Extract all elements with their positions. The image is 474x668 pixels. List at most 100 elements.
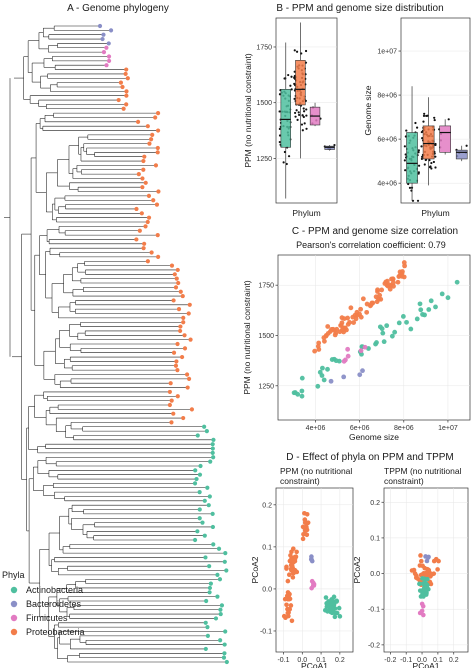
b2-point — [414, 121, 417, 125]
b1-point — [293, 111, 297, 115]
b1-point — [293, 75, 296, 79]
tree-tip — [192, 537, 198, 543]
tree-tip — [174, 359, 179, 364]
tree-tip — [137, 228, 142, 233]
d2-point-proteobacteria — [435, 567, 440, 572]
c-point-firmicutes — [362, 344, 368, 350]
legend-label-actinobacteria: Actinobacteria — [26, 585, 83, 595]
legend-swatch-proteobacteria — [10, 628, 18, 636]
tree-tip — [181, 415, 186, 421]
d2-y-label: PCoA2 — [352, 556, 362, 583]
d1-point-proteobacteria — [289, 618, 295, 624]
d2-point-actinobacteria — [420, 591, 425, 596]
c-point-actinobacteria — [320, 365, 325, 371]
d2-x-label: PCoA1 — [413, 661, 440, 668]
b1-point — [296, 118, 299, 121]
d1-y-tick-label: -0.1 — [260, 628, 272, 635]
d2-point-firmicutes — [420, 604, 426, 609]
b1-point — [302, 107, 305, 110]
d2-y-tick-label: 0.1 — [370, 535, 380, 542]
tree-tip — [210, 446, 215, 451]
c-point-actinobacteria — [377, 324, 383, 330]
tree-tip — [141, 158, 146, 164]
phylogeny-tips — [97, 23, 229, 665]
tree-tip — [218, 638, 223, 643]
b2-point — [434, 166, 437, 169]
tree-tip — [203, 555, 208, 560]
b2-box-proteobacteria — [422, 125, 435, 160]
d1-point-firmicutes — [310, 580, 316, 586]
tree-tip — [186, 311, 191, 316]
ppm-boxplot: 1250 1500 1750 Phylum PPM (no nutritional co… — [243, 17, 338, 218]
d1-y-tick-label: 0.1 — [262, 544, 272, 551]
tree-tip — [171, 298, 176, 303]
d1-point-proteobacteria — [301, 531, 306, 537]
c-point-actinobacteria — [374, 340, 379, 345]
tree-tip — [173, 285, 179, 290]
b1-point — [302, 115, 305, 119]
d1-point-proteobacteria — [284, 602, 289, 608]
c-point-proteobacteria — [341, 316, 347, 321]
c-point-firmicutes — [345, 353, 351, 359]
tree-tip — [172, 272, 177, 277]
tree-tip — [108, 28, 114, 33]
legend-title: Phyla — [2, 570, 25, 580]
c-point-actinobacteria — [299, 393, 305, 399]
c-point-proteobacteria — [322, 338, 327, 344]
b2-point — [430, 161, 433, 165]
d2-point-firmicutes — [421, 612, 426, 618]
c-point-proteobacteria — [357, 311, 362, 317]
b2-point — [433, 118, 436, 122]
tree-tip — [140, 176, 145, 181]
tree-tip — [125, 76, 130, 81]
b1-point — [295, 50, 299, 53]
tree-tip — [151, 198, 156, 203]
tree-tip — [207, 494, 212, 499]
b2-point — [434, 155, 437, 158]
panel-d-title: D - Effect of phyla on PPM and TPPM — [286, 452, 454, 463]
d1-point-proteobacteria — [282, 596, 288, 602]
tree-tip — [207, 585, 213, 591]
d1-x-tick-label: -0.1 — [277, 657, 289, 664]
b2-y-tick-label: 6e+06 — [377, 137, 397, 144]
d1-point-proteobacteria — [285, 578, 291, 584]
b2-point — [420, 157, 424, 161]
tree-tip — [202, 424, 207, 429]
b1-x-label: Phylum — [292, 208, 320, 218]
tree-tip — [146, 215, 152, 220]
b1-point — [289, 84, 292, 87]
b1-point — [297, 111, 300, 114]
b1-point — [290, 88, 293, 91]
d2-point-actinobacteria — [421, 587, 426, 593]
c-point-proteobacteria — [375, 289, 380, 294]
d2-point-proteobacteria — [436, 558, 441, 564]
tree-tip — [155, 111, 161, 116]
tree-tip — [155, 150, 160, 155]
b1-point — [282, 161, 285, 164]
b1-point — [300, 123, 304, 126]
b2-point — [421, 155, 424, 158]
tree-tip — [175, 368, 180, 373]
tree-tip — [181, 320, 186, 325]
tree-tip — [167, 389, 172, 395]
d1-point-proteobacteria — [304, 532, 310, 538]
c-point-actinobacteria — [291, 390, 297, 396]
c-y-tick-label: 1500 — [258, 333, 274, 340]
b2-point — [405, 129, 408, 132]
b1-point — [301, 114, 304, 117]
d1-point-proteobacteria — [285, 610, 291, 616]
d1-point-proteobacteria — [302, 525, 307, 531]
c-point-proteobacteria — [325, 324, 331, 329]
legend-swatch-firmicutes — [10, 614, 18, 622]
legend-swatch-bacteroidetes — [10, 600, 18, 608]
b1-point — [293, 49, 296, 52]
c-point-actinobacteria — [299, 375, 305, 381]
c-point-bacteroidetes — [328, 378, 334, 384]
tree-tip — [207, 590, 212, 595]
c-y-tick-label: 1250 — [258, 383, 274, 390]
c-point-firmicutes — [358, 348, 364, 354]
c-point-proteobacteria — [332, 332, 338, 338]
d2-point-actinobacteria — [425, 576, 430, 582]
tree-tip — [221, 655, 227, 660]
tree-tip — [134, 206, 139, 212]
